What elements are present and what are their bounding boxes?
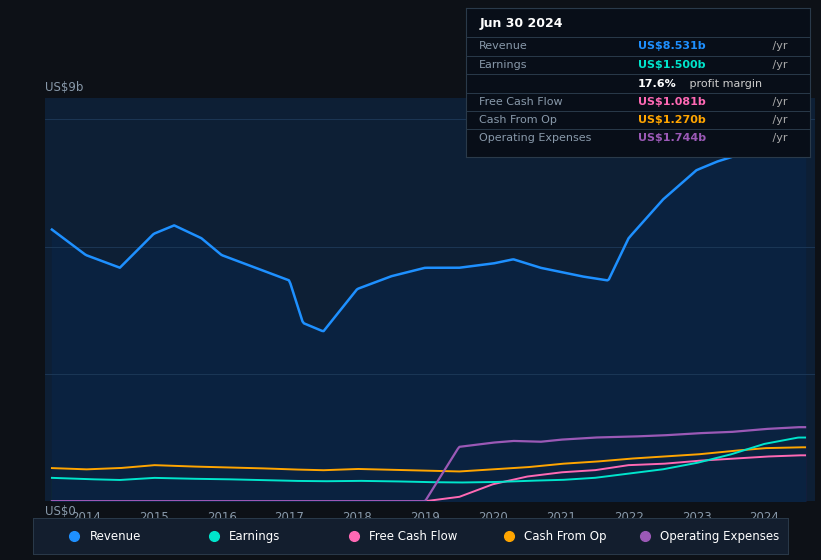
Text: /yr: /yr (769, 133, 787, 143)
Text: Free Cash Flow: Free Cash Flow (369, 530, 457, 543)
Text: /yr: /yr (769, 115, 787, 125)
Text: Earnings: Earnings (479, 60, 528, 70)
Text: Earnings: Earnings (229, 530, 281, 543)
Text: Revenue: Revenue (479, 41, 528, 52)
Text: US$9b: US$9b (45, 81, 84, 94)
Text: Operating Expenses: Operating Expenses (660, 530, 779, 543)
Text: Operating Expenses: Operating Expenses (479, 133, 592, 143)
Text: /yr: /yr (769, 41, 787, 52)
Text: US$1.081b: US$1.081b (638, 97, 706, 107)
Text: /yr: /yr (769, 97, 787, 107)
Text: US$8.531b: US$8.531b (638, 41, 705, 52)
Text: Free Cash Flow: Free Cash Flow (479, 97, 563, 107)
Text: profit margin: profit margin (686, 79, 763, 88)
Text: 17.6%: 17.6% (638, 79, 677, 88)
Text: Jun 30 2024: Jun 30 2024 (479, 17, 563, 30)
Text: US$1.744b: US$1.744b (638, 133, 706, 143)
Text: US$1.500b: US$1.500b (638, 60, 705, 70)
Text: US$1.270b: US$1.270b (638, 115, 706, 125)
Text: Revenue: Revenue (89, 530, 141, 543)
Text: /yr: /yr (769, 60, 787, 70)
Text: US$0: US$0 (45, 505, 76, 518)
Text: Cash From Op: Cash From Op (479, 115, 557, 125)
Text: Cash From Op: Cash From Op (524, 530, 606, 543)
